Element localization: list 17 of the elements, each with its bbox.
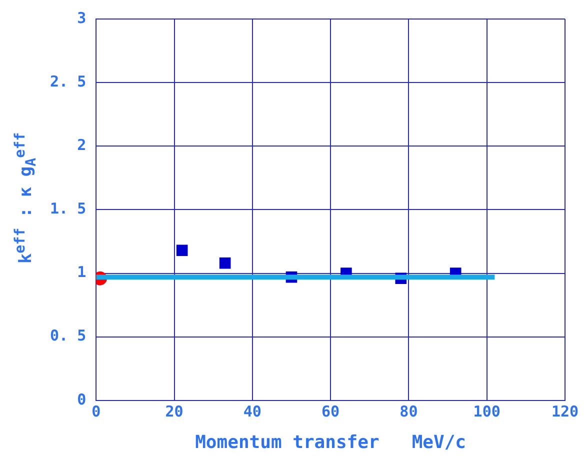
x-tick-label: 120 xyxy=(551,402,579,420)
x-tick-label: 20 xyxy=(165,402,184,420)
y-tick-label: 2 xyxy=(77,136,86,154)
x-tick-label: 40 xyxy=(243,402,262,420)
x-tick-label: 60 xyxy=(322,402,340,420)
point xyxy=(176,244,188,256)
y-tick-label: 1. 5 xyxy=(50,200,86,218)
y-tick-label: 0 xyxy=(77,390,86,408)
point xyxy=(219,257,231,269)
y-tick-label: 0. 5 xyxy=(50,326,86,345)
y-tick-label: 2. 5 xyxy=(50,72,86,90)
x-axis-title: Momentum transfer MeV/c xyxy=(195,432,466,453)
x-tick-label: 100 xyxy=(473,402,500,420)
x-tick-label: 0 xyxy=(92,402,101,420)
y-tick-label: 3 xyxy=(77,8,86,27)
y-tick-label: 1 xyxy=(77,263,86,282)
x-tick-label: 80 xyxy=(400,402,418,420)
